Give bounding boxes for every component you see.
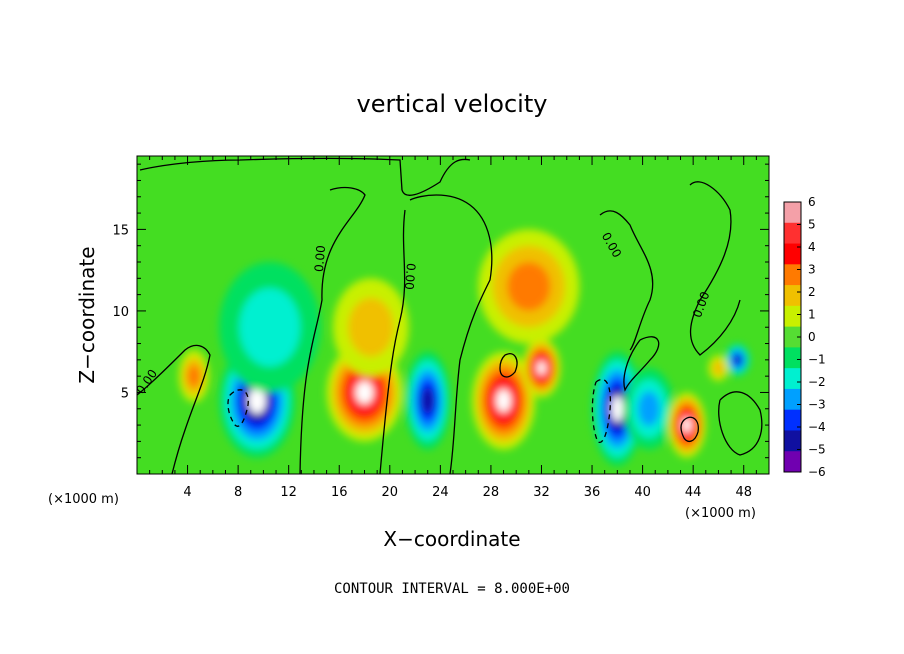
velocity-cell xyxy=(187,364,201,388)
contour-lines xyxy=(137,157,763,474)
velocity-cell xyxy=(239,288,301,367)
colorbar-swatch xyxy=(784,326,801,348)
x-tick-label: 36 xyxy=(584,485,601,500)
x-unit-label-right: (×1000 m) xyxy=(685,506,756,521)
negative-contour xyxy=(227,389,249,427)
zero-contour xyxy=(139,157,471,196)
x-axis-title: X−coordinate xyxy=(383,527,520,551)
y-tick-label: 15 xyxy=(112,223,129,238)
velocity-cell xyxy=(733,355,741,365)
zero-contour xyxy=(499,353,518,378)
x-tick-label: 48 xyxy=(735,485,752,500)
x-tick-label: 8 xyxy=(234,485,242,500)
velocity-cell xyxy=(496,389,511,412)
velocity-cell xyxy=(248,387,266,414)
y-tick-label: 5 xyxy=(121,386,129,401)
zero-contour xyxy=(718,391,763,456)
x-tick-label: 28 xyxy=(483,485,500,500)
colorbar-label: 6 xyxy=(808,195,816,209)
x-tick-label: 4 xyxy=(183,485,191,500)
velocity-cell xyxy=(537,361,546,375)
negative-contour xyxy=(591,378,612,443)
colorbar-label: 4 xyxy=(808,240,816,254)
zero-contour xyxy=(599,210,654,351)
colorbar-label: −2 xyxy=(808,375,826,389)
velocity-cell xyxy=(712,360,725,376)
plot-area: 0.000.000.000.000.00 xyxy=(137,156,769,474)
x-axis: 4 8 12 16 20 24 28 32 36 40 44 48 xyxy=(149,156,757,500)
zero-contour xyxy=(137,344,211,474)
velocity-cell xyxy=(638,391,660,427)
y-axis: 5 10 15 xyxy=(112,163,769,459)
colorbar-swatch xyxy=(784,451,801,473)
zero-contour xyxy=(689,181,741,356)
colorbar-label: 3 xyxy=(808,263,816,277)
colorbar-swatch xyxy=(784,222,801,245)
colorbar-swatch xyxy=(784,264,801,286)
zero-contour xyxy=(299,186,366,474)
contour-interval-note: CONTOUR INTERVAL = 8.000E+00 xyxy=(334,581,570,597)
y-tick-label: 10 xyxy=(112,305,129,320)
velocity-cell xyxy=(507,262,551,311)
colorbar-swatch xyxy=(784,285,801,307)
colorbar-label: 1 xyxy=(808,308,816,322)
x-tick-label: 44 xyxy=(685,485,702,500)
colorbar-swatch xyxy=(784,409,801,431)
zero-contour xyxy=(379,209,406,474)
contour-label: 0.00 xyxy=(312,245,328,273)
x-unit-label-left: (×1000 m) xyxy=(48,492,119,507)
velocity-cell xyxy=(682,417,692,433)
x-tick-label: 16 xyxy=(331,485,348,500)
x-tick-label: 40 xyxy=(634,485,651,500)
x-tick-label: 12 xyxy=(280,485,297,500)
colorbar-label: 0 xyxy=(808,330,816,344)
contour-label: 0.00 xyxy=(402,262,418,290)
x-tick-label: 32 xyxy=(533,485,550,500)
velocity-cell xyxy=(421,387,434,414)
colorbar-swatch xyxy=(784,347,801,369)
colorbar-swatch xyxy=(784,368,801,390)
velocity-cell xyxy=(348,297,394,357)
chart-title: vertical velocity xyxy=(357,90,548,118)
colorbar-label: 2 xyxy=(808,285,816,299)
colorbar-label: −3 xyxy=(808,398,826,412)
colorbar-swatch xyxy=(784,243,801,265)
x-tick-label: 20 xyxy=(382,485,399,500)
colorbar-label: −4 xyxy=(808,420,826,434)
y-axis-title: Z−coordinate xyxy=(75,246,99,383)
colorbar-swatch xyxy=(784,430,801,452)
positive-contour xyxy=(680,416,699,443)
colorbar-label: −6 xyxy=(808,465,826,479)
colorbar: 6 5 4 3 2 1 0 −1 −2 −3 −4 −5 −6 xyxy=(783,195,826,479)
zero-contour xyxy=(409,194,493,474)
x-tick-label: 24 xyxy=(432,485,449,500)
colorbar-label: −5 xyxy=(808,443,826,457)
colorbar-label: 5 xyxy=(808,218,816,232)
velocity-cell xyxy=(611,395,624,422)
colorbar-swatch xyxy=(784,202,801,224)
zero-contour xyxy=(623,336,660,392)
colorbar-label: −1 xyxy=(808,353,826,367)
colorbar-swatch xyxy=(784,388,801,411)
colorbar-swatch xyxy=(784,305,801,328)
velocity-cell xyxy=(355,381,374,404)
